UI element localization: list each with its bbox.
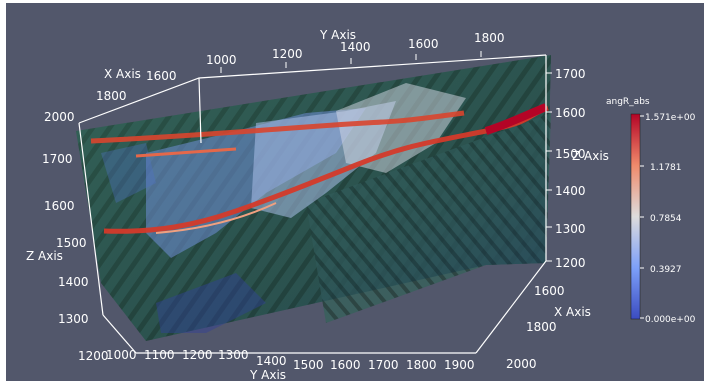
right-x-tick: 2000 (506, 357, 537, 371)
left-z-tick: 1300 (58, 312, 89, 326)
right-z-tick: 1300 (555, 222, 586, 236)
top-y-tick: 1200 (272, 47, 303, 61)
bottom-y-tick: 1400 (256, 354, 287, 368)
right-x-tick: 1800 (526, 320, 557, 334)
right-z-tick: 1200 (555, 256, 586, 270)
bounding-box (78, 54, 547, 354)
colorbar-label: 0.7854 (650, 214, 682, 224)
top-x-axis-title: X Axis (104, 67, 141, 81)
left-z-tick: 1400 (58, 275, 89, 289)
bottom-y-tick: 1900 (444, 358, 475, 372)
left-z-tick: 1600 (44, 199, 75, 213)
left-z-axis-title: Z Axis (26, 249, 63, 263)
top-y-tick: 1400 (340, 40, 371, 54)
right-x-tick: 1600 (534, 284, 565, 298)
top-x-axis: X Axis 1600 1800 2000 (44, 67, 177, 124)
bottom-y-tick: 1800 (406, 358, 437, 372)
volume-rendering (76, 55, 551, 341)
top-y-tick: 1000 (206, 53, 237, 67)
right-z-tick: 1500 (555, 147, 586, 161)
top-y-tick: 1800 (474, 31, 505, 45)
bottom-y-tick: 1000 (106, 348, 137, 362)
bottom-y-tick: 1300 (218, 348, 249, 362)
top-x-tick: 1800 (96, 89, 127, 103)
colorbar-title: angR_abs (606, 97, 650, 107)
colorbar-gradient (630, 113, 641, 320)
bottom-y-axis-title: Y Axis (249, 368, 286, 381)
left-corner-label: 1200 (78, 349, 109, 363)
bottom-y-tick: 1100 (144, 348, 175, 362)
top-x-tick: 2000 (44, 110, 75, 124)
right-z-tick: 1700 (555, 67, 586, 81)
right-z-axis: 1700 1600 1500 1400 1300 1200 Z Axis (546, 67, 609, 270)
left-z-tick: 1700 (42, 152, 73, 166)
scene-3d[interactable]: Y Axis 1000 1200 1400 1600 1800 X Axis 1… (6, 3, 704, 381)
right-x-axis: 1600 1800 2000 X Axis (506, 284, 591, 371)
bottom-y-axis: 1000 1100 1200 1300 1400 1500 1600 1700 … (106, 348, 475, 381)
colorbar-label: 0.000e+00 (645, 315, 696, 325)
top-y-axis: Y Axis 1000 1200 1400 1600 1800 (206, 28, 505, 73)
bottom-y-tick: 1600 (330, 358, 361, 372)
bottom-y-tick: 1500 (293, 358, 324, 372)
right-x-axis-title: X Axis (554, 305, 591, 319)
left-z-axis: 1700 1600 1500 1400 1300 Z Axis 1200 (26, 152, 109, 363)
right-z-tick: 1400 (555, 184, 586, 198)
bottom-y-tick: 1700 (368, 358, 399, 372)
colorbar-label: 0.3927 (650, 265, 682, 275)
render-viewport[interactable]: Y Axis 1000 1200 1400 1600 1800 X Axis 1… (6, 3, 704, 381)
colorbar: angR_abs 1.571e+00 1.1781 0.7854 0.3927 … (606, 97, 696, 325)
right-z-axis-title: Z Axis (572, 149, 609, 163)
colorbar-label: 1.571e+00 (645, 113, 696, 123)
bottom-y-tick: 1200 (182, 348, 213, 362)
top-y-tick: 1600 (408, 37, 439, 51)
top-x-tick: 1600 (146, 69, 177, 83)
left-z-tick: 1500 (56, 236, 87, 250)
right-z-tick: 1600 (555, 106, 586, 120)
colorbar-label: 1.1781 (650, 163, 682, 173)
top-y-axis-title: Y Axis (319, 28, 356, 42)
